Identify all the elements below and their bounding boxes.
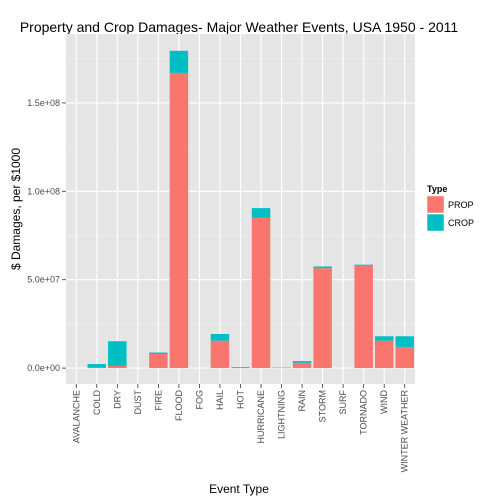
bar-crop-hot [231, 367, 250, 369]
bar-crop-tornado [354, 264, 373, 266]
x-tick-label: RAIN [297, 390, 307, 412]
legend-items: PROP CROP [426, 195, 474, 232]
x-tick-label: DUST [133, 389, 143, 414]
x-tick-label: FOG [194, 390, 204, 410]
bar-prop-hail [210, 340, 230, 369]
x-axis: AVALANCHE COLD DRY DUST FIRE FLOOD FOG HAIL HOT H… [71, 384, 410, 473]
x-axis-title: Event Type [209, 482, 269, 496]
x-tick-label: SURF [338, 389, 348, 414]
y-tick-label: 5.0e+07 [27, 275, 60, 285]
bars [87, 50, 414, 369]
x-tick-label: FIRE [153, 390, 163, 411]
bar-crop-flood [169, 50, 189, 73]
x-tick-label: WIND [379, 390, 389, 414]
y-tick-label: 1.5e+08 [27, 98, 60, 108]
legend-label-prop: PROP [448, 200, 474, 210]
legend-key-crop [426, 213, 445, 232]
bar-crop-fire [149, 352, 168, 354]
y-tick-label: 0.0e+00 [27, 363, 60, 373]
x-tick-label: FLOOD [174, 390, 184, 422]
x-tick-label: COLD [92, 390, 102, 416]
bar-crop-hail [210, 333, 230, 341]
x-tick-label: HAIL [215, 390, 225, 410]
bar-crop-winter-weather [395, 336, 414, 347]
legend-key-prop [426, 195, 445, 214]
y-axis-title: $ Damages, per $1000 [9, 148, 23, 270]
bar-prop-fire [149, 353, 168, 369]
bar-prop-storm [313, 268, 332, 369]
x-tick-label: HOT [236, 390, 246, 410]
legend-title: Type [427, 184, 447, 194]
bar-prop-tornado [354, 265, 373, 369]
bar-crop-storm [313, 266, 332, 269]
bar-prop-dry [108, 365, 127, 369]
bar-prop-lightning [272, 367, 291, 369]
y-axis: 0.0e+00 5.0e+07 1.0e+08 1.5e+08 [27, 98, 66, 373]
bar-prop-flood [169, 72, 189, 369]
bar-crop-wind [374, 336, 394, 341]
bar-prop-hurricane [251, 217, 271, 369]
grid-major [66, 34, 415, 384]
x-tick-label: LIGHTNING [277, 390, 287, 439]
x-tick-label: STORM [318, 390, 328, 422]
bar-prop-wind [374, 340, 394, 369]
x-tick-label: DRY [112, 390, 122, 409]
x-tick-label: AVALANCHE [71, 390, 81, 443]
x-tick-label: HURRICANE [256, 390, 266, 444]
x-tick-label: TORNADO [359, 390, 369, 435]
bar-crop-hurricane [251, 208, 271, 218]
x-tick-label: WINTER WEATHER [400, 390, 410, 473]
legend-label-crop: CROP [448, 218, 474, 228]
chart-title: Property and Crop Damages- Major Weather… [20, 19, 459, 35]
bar-crop-cold [87, 364, 107, 368]
bar-crop-dry [108, 341, 127, 366]
legend: Type PROP CROP [426, 184, 474, 232]
bar-prop-rain [292, 362, 312, 369]
bar-prop-winter-weather [395, 346, 414, 369]
bar-prop-cold [87, 367, 107, 369]
y-tick-label: 1.0e+08 [27, 186, 60, 196]
bar-crop-rain [292, 361, 312, 363]
